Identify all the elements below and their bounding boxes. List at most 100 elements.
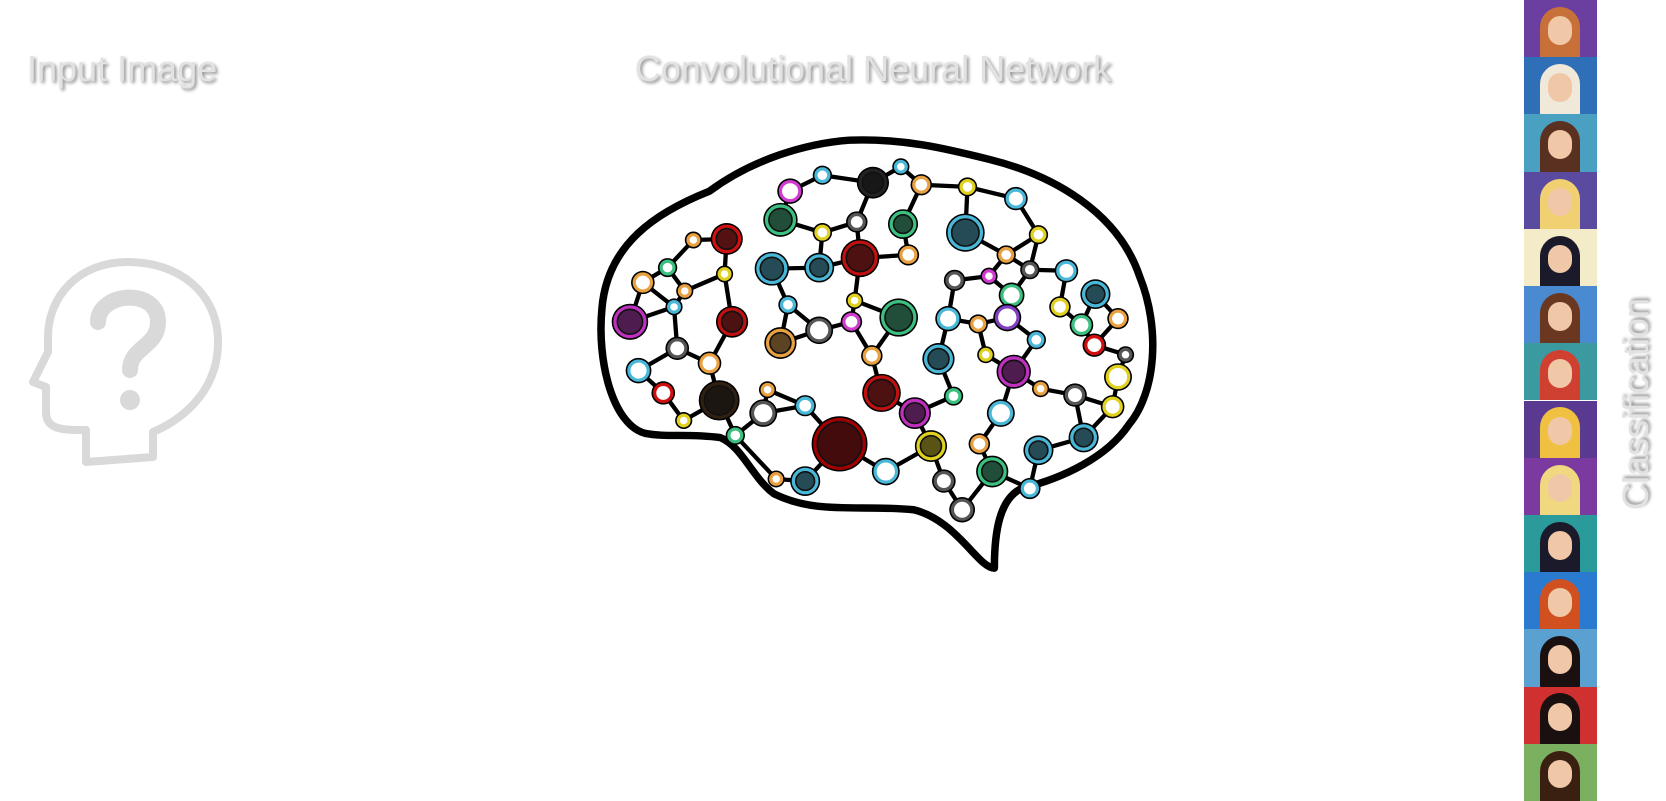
network-node-core [717,229,737,249]
network-node-ring [982,269,996,284]
class-thumbnail [1524,400,1597,458]
network-label: Convolutional Neural Network [634,48,1112,89]
class-thumbnail [1524,514,1597,573]
network-node-ring [933,470,955,492]
network-node-ring [873,459,899,484]
network-node-ring [970,315,987,332]
class-thumbnail [1524,457,1597,515]
network-node-ring [750,400,776,426]
class-thumbnail [1524,572,1597,630]
unknown-head-icon [29,258,222,466]
network-node-ring [1020,479,1039,498]
network-node-core [705,386,734,415]
network-node-core [847,245,873,271]
network-node-core [722,312,742,332]
network-node-ring [779,296,797,313]
network-node-ring [764,204,797,236]
network-node-core [769,209,792,231]
thumbnail-face [1548,588,1572,617]
network-node-ring [717,267,732,281]
network-node-ring [769,472,784,486]
network-node-ring [923,344,953,374]
network-node-ring [676,413,691,428]
thumbnail-face [1548,73,1572,102]
network-node-ring [978,347,993,362]
network-node-core [810,259,828,277]
thumbnail-face [1548,244,1572,274]
network-node-core [1029,441,1048,459]
network-node-ring [1028,331,1045,348]
brain-group [597,136,1157,572]
network-node-ring [880,300,917,336]
network-node-core [868,380,895,406]
network-node-ring [1030,226,1047,243]
network-node-ring [760,382,775,397]
network-node-ring [847,293,862,308]
network-node-core [818,422,862,466]
network-node-ring [858,168,888,198]
question-mark [90,289,167,378]
network-node-ring [756,253,788,285]
network-node-ring [959,178,976,195]
network-node-ring [813,417,866,470]
thumbnail-face [1548,759,1572,789]
network-node-ring [727,427,744,444]
network-node-ring [791,467,819,495]
network-node-ring [947,215,984,251]
class-thumbnail [1524,0,1597,58]
thumbnail-face [1548,416,1572,446]
network-node-ring [916,431,946,461]
network-node-ring [1056,260,1077,281]
network-node-ring [686,233,701,247]
class-thumbnail [1524,686,1597,744]
thumbnail-face [1548,702,1572,732]
thumbnail-face [1548,130,1572,160]
network-node-ring [814,224,831,241]
class-thumbnail [1524,114,1597,172]
input-label: Input Image [27,48,218,89]
network-node-ring [988,400,1014,426]
network-node-core [905,403,925,423]
network-node-ring [1084,335,1105,356]
network-node-ring [1108,309,1128,328]
network-node-ring [912,175,931,194]
question-dot [120,390,140,410]
network-node-core [618,310,642,334]
network-node-ring [847,212,866,231]
network-node-ring [700,381,738,419]
network-node-ring [977,457,1007,486]
network-node-core [928,349,949,369]
class-thumbnail [1524,629,1597,687]
class-thumbnail [1524,57,1597,115]
network-node-core [1075,429,1093,447]
network-node-ring [653,382,674,404]
network-node-ring [632,272,654,293]
network-node-ring [1005,188,1027,209]
network-node-ring [998,356,1030,388]
network-node-core [952,219,979,246]
class-thumbnail [1524,743,1597,801]
network-node-ring [712,224,742,254]
network-node-ring [1070,424,1098,451]
network-node-ring [889,210,917,238]
thumbnail-face [1548,359,1572,388]
thumbnail-face [1548,473,1572,503]
network-nodes [611,158,1135,523]
network-node-ring [1033,381,1048,396]
thumbnail-face [1548,16,1572,45]
network-node-ring [1105,364,1131,390]
network-node-ring [778,180,802,203]
network-node-ring [998,246,1015,263]
network-node-ring [1021,261,1038,278]
network-node-core [770,333,791,353]
network-node-ring [667,338,688,359]
class-thumbnail [1524,228,1597,287]
thumbnail-face [1548,302,1572,331]
network-node-core [1002,361,1025,383]
network-node-ring [862,346,881,365]
network-node-ring [842,312,861,331]
network-edge [733,433,779,482]
thumbnail-face [1548,187,1572,217]
